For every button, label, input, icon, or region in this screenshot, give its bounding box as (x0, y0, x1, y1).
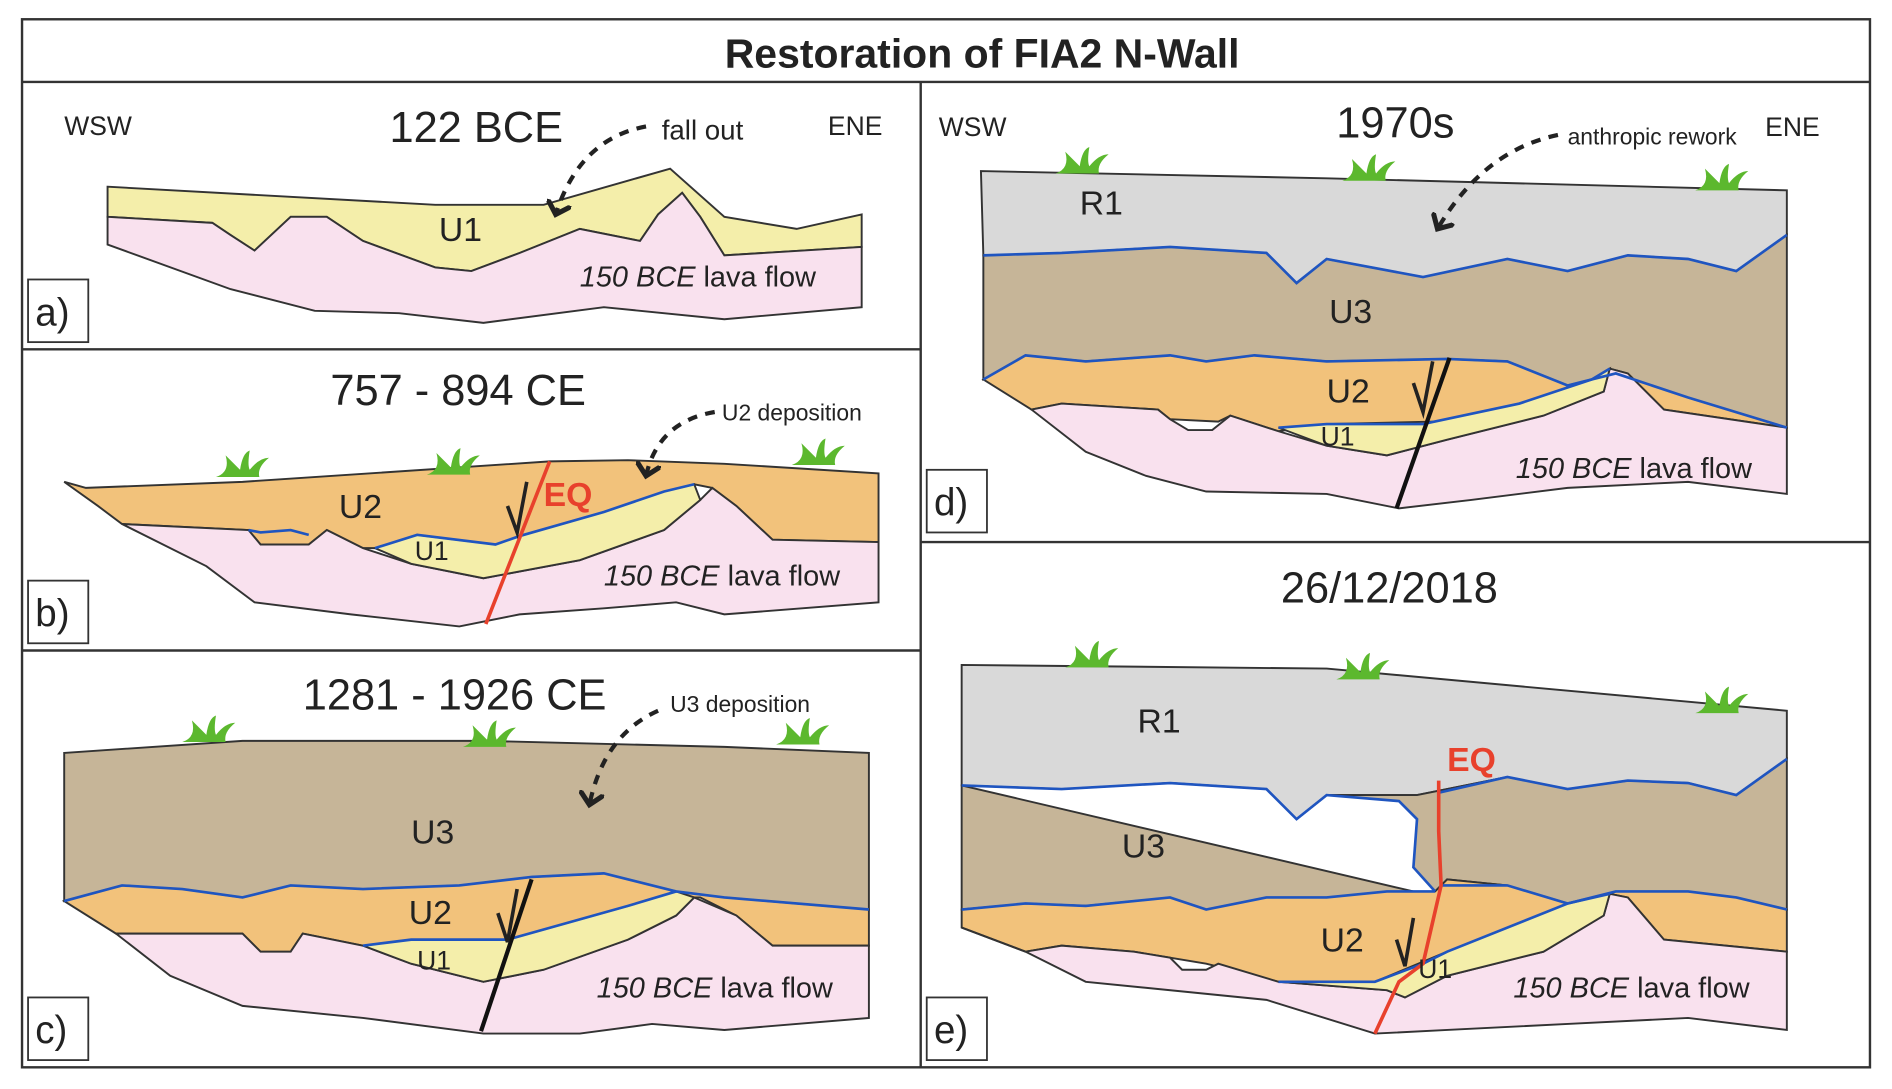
unit-label: R1 (1080, 184, 1123, 222)
rework-arrow (1437, 132, 1559, 229)
unit-label: U3 (1122, 828, 1165, 866)
unit-label: U2 (1321, 922, 1364, 960)
panel-label-box (27, 579, 90, 645)
contact-line (1278, 367, 1611, 429)
panel-label: e) (934, 1009, 968, 1052)
panel-date: 26/12/2018 (1281, 564, 1498, 612)
unit-label: R1 (1138, 702, 1181, 740)
panel-a: WSW ENE 122 BCE fall out U1 150 BCE lava… (27, 104, 883, 344)
deposition-arrow (589, 708, 659, 805)
panel-e: 26/12/2018 EQ R1 U3 U2 U1 150 BCE lava f… (925, 564, 1788, 1061)
east-label: ENE (1765, 112, 1819, 142)
unit-label: U1 (415, 536, 449, 566)
panel-c: 1281 - 1926 CE U3 deposition U3 U2 U1 15… (27, 672, 870, 1061)
contact-line (983, 233, 1788, 285)
fault-line (1394, 357, 1452, 510)
eq-fault (484, 460, 552, 625)
unit-label: U2 (1327, 372, 1370, 410)
panel-date: 757 - 894 CE (330, 367, 586, 415)
contact-line (982, 354, 1788, 429)
note-label: fall out (662, 115, 744, 146)
unit-label: U1 (1418, 954, 1452, 984)
lava-label: 150 BCE lava flow (1516, 453, 1752, 485)
unit-label: U1 (1321, 422, 1355, 452)
panel-date: 1281 - 1926 CE (303, 672, 607, 720)
panel-label-box (925, 996, 988, 1061)
slip-arrow-icon (496, 888, 519, 943)
west-label: WSW (939, 112, 1007, 142)
contact-line (63, 872, 870, 911)
fault-line (479, 878, 534, 1032)
note-label: anthropic rework (1568, 124, 1738, 150)
lava-flow (106, 191, 863, 324)
diagram-title: Restoration of FIA2 N-Wall (725, 30, 1240, 76)
contact-line (1438, 757, 1788, 797)
fallout-arrow (556, 124, 647, 214)
panel-label: d) (934, 482, 968, 525)
unit-label: U2 (339, 488, 382, 526)
panel-label-box (925, 468, 988, 534)
contact-line (1278, 892, 1611, 984)
contact-line (248, 528, 310, 537)
panel-label-box (27, 996, 90, 1061)
lava-label: 150 BCE lava flow (597, 972, 833, 1004)
contact-line (1441, 884, 1788, 911)
west-label: WSW (64, 111, 132, 141)
note-label: U3 deposition (670, 691, 810, 717)
slip-arrow-icon (1411, 361, 1435, 420)
eq-label: EQ (1447, 741, 1496, 779)
eq-label: EQ (544, 476, 593, 514)
east-label: ENE (828, 111, 883, 141)
contact-line (961, 890, 1436, 911)
unit-label: U1 (439, 211, 482, 249)
lava-label: 150 BCE lava flow (1513, 972, 1749, 1004)
lava-label: 150 BCE lava flow (580, 262, 816, 294)
contact-line (961, 781, 1437, 893)
lava-flow (121, 486, 880, 628)
lava-flow (113, 896, 870, 1035)
eq-fault (1373, 780, 1443, 1035)
slip-arrow-icon (505, 481, 529, 540)
unit-label: U1 (417, 946, 451, 976)
panel-label: b) (35, 592, 69, 635)
panel-b: 757 - 894 CE U2 deposition EQ U2 U1 150 … (27, 367, 880, 645)
panel-date: 122 BCE (389, 104, 563, 152)
lava-label: 150 BCE lava flow (604, 560, 840, 592)
panel-date: 1970s (1336, 99, 1454, 147)
panel-label-box (27, 278, 90, 344)
unit-label: U2 (409, 894, 452, 932)
panel-label: a) (35, 291, 69, 334)
unit-label: U3 (1329, 293, 1372, 331)
unit-label: U3 (411, 813, 454, 851)
panel-label: c) (35, 1009, 67, 1052)
panel-d: WSW ENE 1970s anthropic rework R1 U3 U2 … (925, 99, 1820, 534)
note-label: U2 deposition (722, 399, 862, 425)
slip-arrow-icon (1394, 917, 1416, 967)
